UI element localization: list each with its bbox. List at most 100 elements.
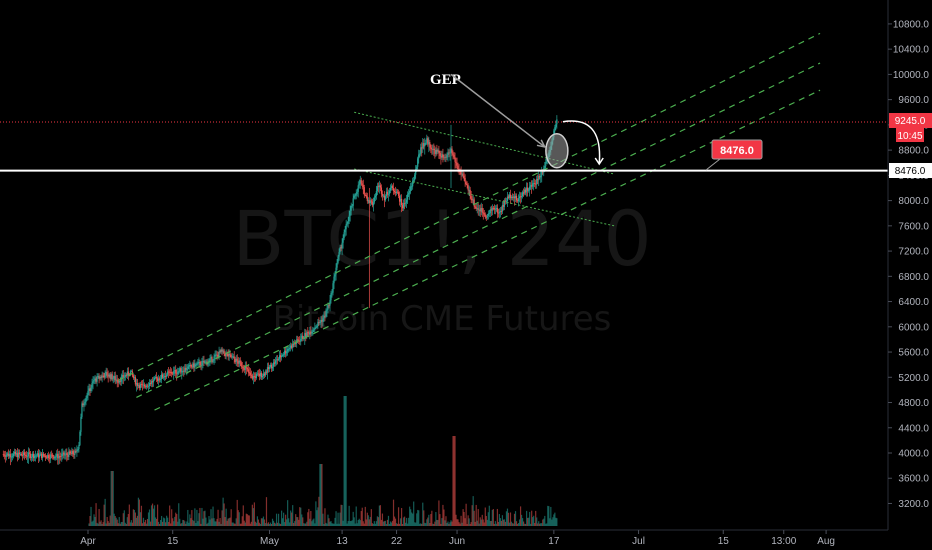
price-tick-label: 4000.0 [898,449,929,460]
candle-body [81,403,83,417]
volume-bar [191,510,193,526]
volume-bar [390,522,393,526]
candle-body [308,332,310,335]
volume-bar [117,523,119,526]
volume-bar [482,519,484,526]
time-tick-label: 13:00 [771,536,796,547]
volume-bar [497,521,499,526]
volume-bar [374,523,376,526]
volume-bar [384,520,387,526]
volume-bar [491,509,493,526]
candle-body [265,371,268,373]
candle-body [133,377,135,379]
candle-body [555,124,557,128]
candle-body [473,199,475,207]
candle-body [390,186,393,188]
volume-bar [116,519,118,526]
price-callout[interactable]: 8476.0 [711,139,763,160]
candle-body [234,359,236,363]
volume-bar [227,518,229,526]
candle-body [335,267,337,275]
candle-body [226,353,228,355]
candle-body [21,455,24,456]
candle-body [373,197,375,203]
watermark-symbol: BTC1!, 240 [232,194,651,283]
volume-bar [258,522,261,526]
candle-body [33,455,36,459]
volume-bar [277,513,280,526]
price-tick-label: 8800.0 [898,146,929,157]
candle-body [337,256,339,263]
volume-bar [548,506,550,526]
volume-bar [316,510,318,526]
price-axis-labels: 9245.0 10:45 8476.0 [889,113,932,178]
volume-bar [173,521,175,526]
channel-down-line [354,111,615,175]
candle-body [383,195,386,201]
volume-bar [379,505,382,526]
candle-body [24,455,27,456]
volume-bar [225,508,227,526]
volume-bar [262,516,265,526]
volume-bar [201,507,203,526]
volume-bar [524,523,526,526]
channel-up-line [136,62,821,399]
candle-body [32,453,35,459]
volume-bar [151,503,154,526]
candle-body [192,363,194,368]
candle-body [84,402,86,404]
time-axis[interactable]: Apr 15 May 13 22 Jun 17 Jul 15 13:00 Aug [0,529,932,550]
price-axis[interactable]: 3200.0 3600.0 4000.0 4400.0 4800.0 5200.0 5600… [887,0,932,530]
candle-body [196,363,198,365]
volume-bar [272,520,275,526]
volume-bar [422,502,424,526]
candle-body [421,147,423,149]
trend-lines [117,32,821,411]
candle-body [471,198,473,201]
volume-bar [221,510,223,526]
candle-body [262,373,265,377]
candle-body [48,455,50,459]
candle-body [506,196,509,202]
candle-body [324,315,326,317]
volume-bar [326,523,328,526]
volume-bar [528,517,530,526]
candle-body [360,180,362,184]
volume-bar [406,517,408,526]
volume-bar [261,518,264,526]
volume-bar [515,521,518,526]
candle-body [269,364,272,367]
volume-bar [248,515,250,526]
candle-body [377,186,379,188]
volume-bar [461,522,463,526]
volume-bar [322,513,324,526]
volume-bar [465,503,467,526]
volume-bar [403,517,405,526]
volume-bar [345,396,347,526]
candle-body [488,213,490,214]
candle-body [402,205,404,209]
candle-body [374,195,376,198]
candle-body [201,361,203,366]
candle-body [411,186,413,188]
volume-bar [112,471,114,526]
volume-bar [157,521,160,526]
volume-bar [550,506,552,526]
candle-body [532,183,534,187]
candle-body [214,355,216,357]
candle-body [425,142,427,144]
price-axis-background [888,0,932,530]
volume-bar [420,523,422,526]
candle-body [95,378,97,382]
volume-bar [315,501,317,526]
candle-body [468,189,470,191]
volume-bar [296,517,298,526]
volume-bar [224,517,226,526]
volume-bar [91,521,93,526]
candle-body [7,453,9,456]
candle-body [47,455,49,458]
candle-body [246,367,248,370]
candle-body [310,331,312,334]
